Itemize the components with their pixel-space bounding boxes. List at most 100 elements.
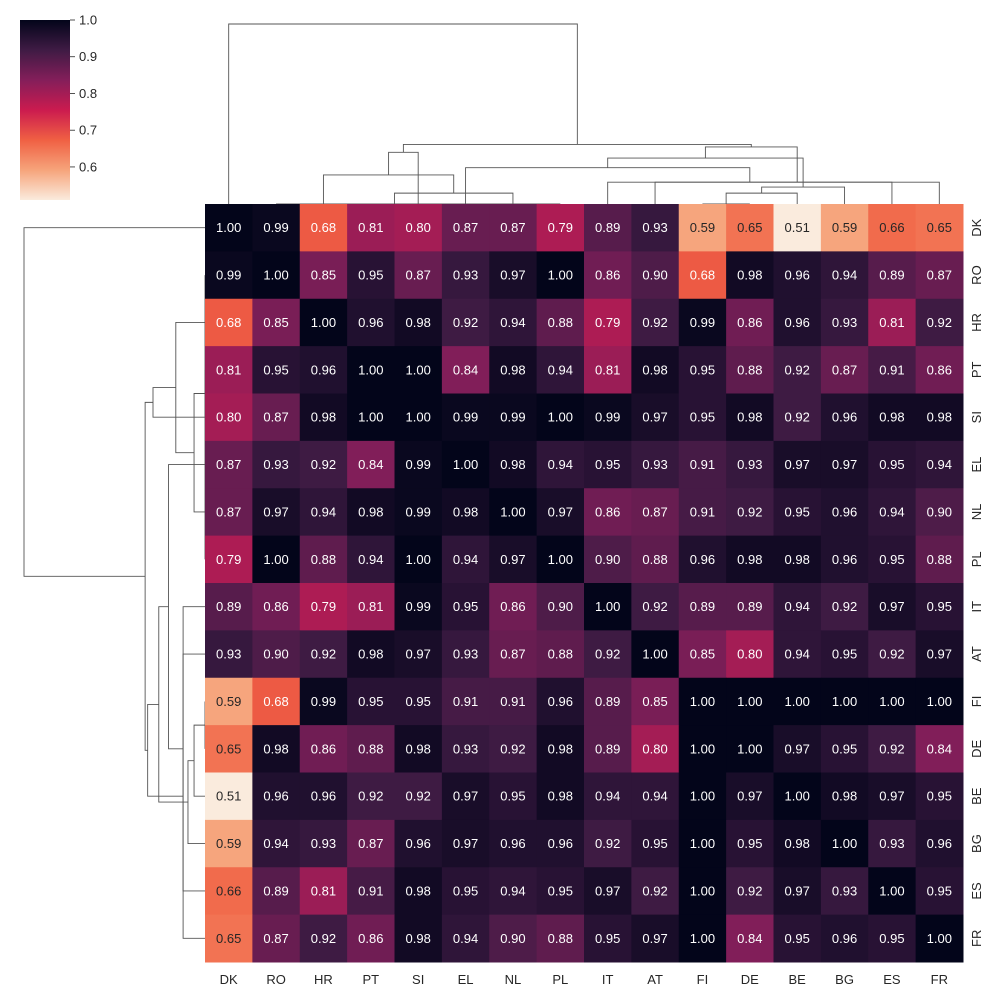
heatmap-cell-IT-BE xyxy=(773,583,822,631)
colorbar-tick-label: 0.6 xyxy=(79,159,97,174)
cell-value-label: 0.93 xyxy=(311,836,336,851)
cell-value-label: 0.92 xyxy=(642,315,667,330)
cell-value-label: 0.89 xyxy=(690,599,715,614)
cell-value-label: 0.89 xyxy=(263,883,288,898)
cell-value-label: 0.98 xyxy=(406,741,431,756)
cell-value-label: 0.98 xyxy=(500,362,525,377)
heatmap-cell-PT-SI xyxy=(394,346,443,394)
cell-value-label: 1.00 xyxy=(785,694,810,709)
heatmap-cell-EL-SI xyxy=(394,440,443,489)
heatmap-cell-HR-IT xyxy=(584,298,632,347)
cell-value-label: 0.92 xyxy=(595,836,620,851)
heatmap-cell-EL-NL xyxy=(489,440,538,489)
heatmap-cell-IT-ES xyxy=(868,583,917,631)
cell-value-label: 0.95 xyxy=(500,789,525,804)
cell-value-label: 0.87 xyxy=(832,362,857,377)
cell-value-label: 1.00 xyxy=(500,504,525,519)
column-dendrogram-link-10 xyxy=(607,157,804,188)
cell-value-label: 0.96 xyxy=(832,410,857,425)
cell-value-label: 0.97 xyxy=(453,789,478,804)
heatmap-cell-ES-AT xyxy=(631,867,680,916)
heatmap-cell-FR-NL xyxy=(489,914,538,963)
heatmap-cell-PL-NL xyxy=(489,535,538,584)
cell-value-label: 0.85 xyxy=(311,268,336,283)
cell-value-label: 0.98 xyxy=(311,410,336,425)
cell-value-label: 1.00 xyxy=(832,836,857,851)
cell-value-label: 0.96 xyxy=(927,836,952,851)
heatmap-cell-AT-RO xyxy=(252,630,301,679)
heatmap-cell-RO-SI xyxy=(394,251,443,300)
heatmap-cell-IT-DK xyxy=(205,583,253,631)
heatmap-cell-SI-SI xyxy=(394,393,443,442)
cell-value-label: 0.95 xyxy=(879,552,904,567)
column-dendrogram-link-11 xyxy=(388,151,419,204)
heatmap-cell-IT-NL xyxy=(489,583,538,631)
cell-value-label: 0.98 xyxy=(500,457,525,472)
cell-value-label: 0.95 xyxy=(548,883,573,898)
cell-value-label: 0.91 xyxy=(500,694,525,709)
cell-value-label: 0.93 xyxy=(642,457,667,472)
heatmap-cell-ES-DE xyxy=(726,867,774,916)
cell-value-label: 0.91 xyxy=(453,694,478,709)
heatmap-cell-BE-NL xyxy=(489,772,538,821)
heatmap-cell-ES-BE xyxy=(773,867,822,916)
heatmap-cell-AT-AT xyxy=(631,630,680,679)
cell-value-label: 0.98 xyxy=(737,268,762,283)
cell-value-label: 0.93 xyxy=(879,836,904,851)
cell-value-label: 0.89 xyxy=(595,220,620,235)
heatmap-cell-PL-RO xyxy=(252,535,301,584)
heatmap-cell-FR-BE xyxy=(773,914,822,963)
heatmap-cell-PT-FI xyxy=(678,346,727,394)
cell-value-label: 0.98 xyxy=(406,315,431,330)
heatmap-cell-HR-ES xyxy=(868,298,917,347)
heatmap-cell-DK-AT xyxy=(631,204,680,252)
x-tick-label-IT: IT xyxy=(602,972,614,987)
heatmap-cell-BE-PT xyxy=(347,772,395,821)
heatmap-cell-HR-DE xyxy=(726,298,774,347)
cell-value-label: 0.98 xyxy=(927,410,952,425)
heatmap-cell-NL-RO xyxy=(252,488,301,537)
cell-value-label: 0.85 xyxy=(642,694,667,709)
heatmap-cell-BG-RO xyxy=(252,819,301,868)
cell-value-label: 0.95 xyxy=(927,883,952,898)
heatmap-cell-EL-DK xyxy=(205,440,253,489)
cell-value-label: 0.96 xyxy=(548,694,573,709)
heatmap-cell-IT-FR xyxy=(915,583,964,631)
cell-value-label: 0.79 xyxy=(311,599,336,614)
heatmap-cell-DK-PT xyxy=(347,204,395,252)
cell-value-label: 0.95 xyxy=(832,647,857,662)
cell-value-label: 0.99 xyxy=(311,694,336,709)
cell-value-label: 0.87 xyxy=(263,410,288,425)
cell-value-label: 0.94 xyxy=(879,504,904,519)
heatmap-cell-HR-BG xyxy=(820,298,869,347)
heatmap-cell-FR-RO xyxy=(252,914,301,963)
cell-value-label: 0.96 xyxy=(263,789,288,804)
cell-value-label: 0.91 xyxy=(358,883,383,898)
cell-value-label: 1.00 xyxy=(690,883,715,898)
heatmap-cell-FI-PL xyxy=(536,677,585,726)
cell-value-label: 0.81 xyxy=(879,315,904,330)
y-tick-label-NL: NL xyxy=(969,504,984,521)
cell-value-label: 0.93 xyxy=(453,741,478,756)
column-dendrogram-link-12 xyxy=(704,146,798,183)
heatmap-cell-NL-FR xyxy=(915,488,964,537)
heatmap-cell-FR-FR xyxy=(915,914,964,963)
cell-value-label: 0.98 xyxy=(358,504,383,519)
heatmap-cell-DE-BE xyxy=(773,725,822,773)
heatmap-cell-PT-BE xyxy=(773,346,822,394)
heatmap-cell-DK-BE xyxy=(773,204,822,252)
x-tick-label-NL: NL xyxy=(505,972,522,987)
cell-value-label: 0.98 xyxy=(406,931,431,946)
heatmap-cell-AT-PL xyxy=(536,630,585,679)
heatmap-cell-HR-DK xyxy=(205,298,253,347)
cell-value-label: 0.98 xyxy=(737,552,762,567)
y-tick-label-HR: HR xyxy=(969,313,984,332)
heatmap-cell-BE-BE xyxy=(773,772,822,821)
cell-value-label: 0.95 xyxy=(927,789,952,804)
cell-value-label: 0.92 xyxy=(737,883,762,898)
colorbar: 0.6 0.7 0.8 0.9 1.0 xyxy=(20,13,97,200)
y-tick-label-EL: EL xyxy=(969,457,984,473)
cell-value-label: 1.00 xyxy=(263,268,288,283)
heatmap-cell-NL-SI xyxy=(394,488,443,537)
cell-value-label: 0.97 xyxy=(548,504,573,519)
